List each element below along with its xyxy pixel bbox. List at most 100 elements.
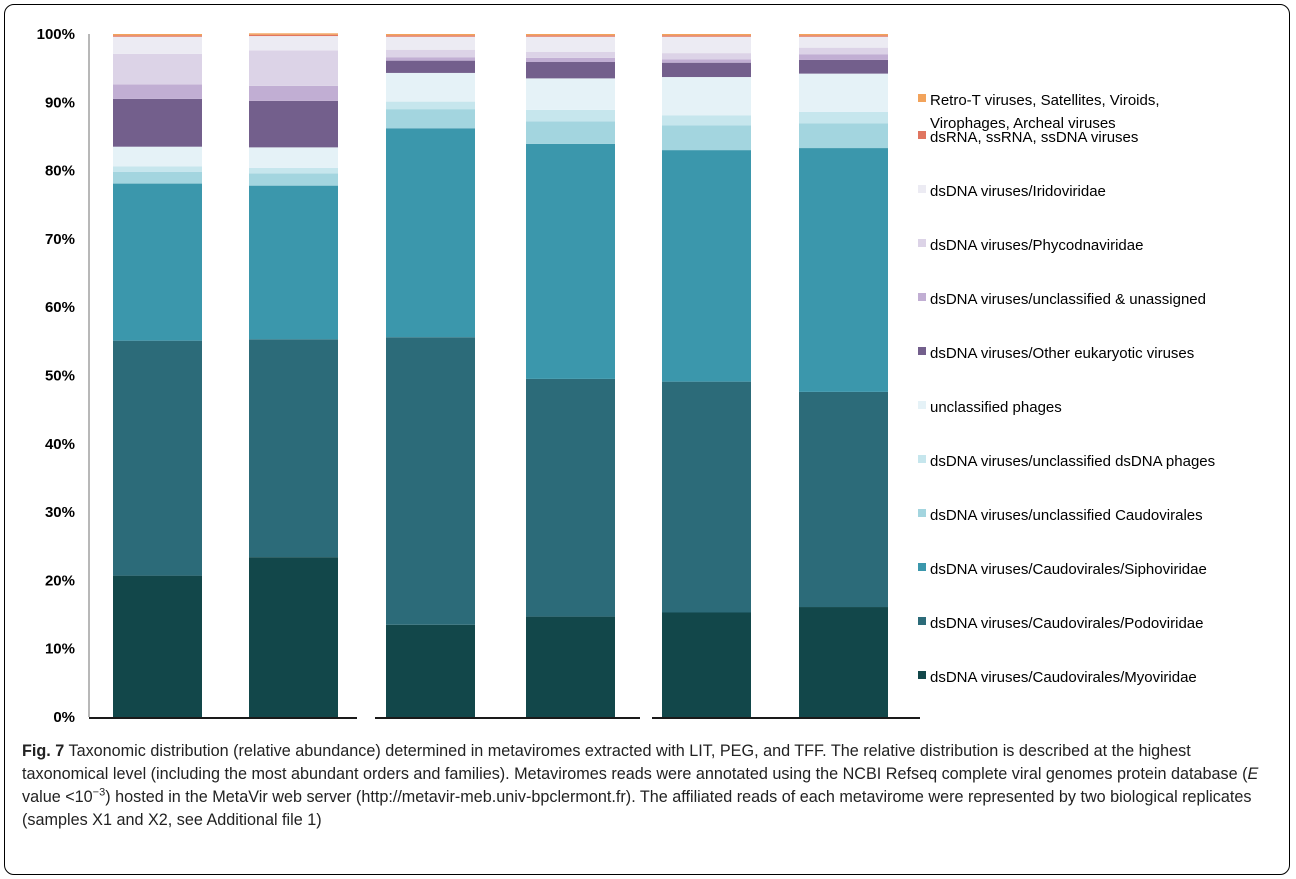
bar-segment xyxy=(386,128,475,338)
bar-segment xyxy=(113,183,202,341)
bar-segment xyxy=(799,34,888,36)
bar-peg-2 xyxy=(526,34,615,717)
bar-segment xyxy=(799,47,888,55)
bar-segment xyxy=(799,391,888,608)
bar-segment xyxy=(799,35,888,37)
y-tick-label: 90% xyxy=(45,94,75,111)
bar-segment xyxy=(386,49,475,58)
y-tick-label: 30% xyxy=(45,504,75,521)
legend-item: dsDNA viruses/unclassified dsDNA phages xyxy=(918,453,1215,470)
legend-label: dsDNA viruses/unclassified dsDNA phages xyxy=(930,453,1215,470)
bar-segment xyxy=(113,35,202,37)
legend-item: dsDNA viruses/Other eukaryotic viruses xyxy=(918,345,1194,362)
legend-item: Retro-T viruses, Satellites, Viroids, Vir… xyxy=(918,92,1160,132)
bar-segment xyxy=(526,378,615,617)
bar-segment xyxy=(386,34,475,36)
legend-swatch xyxy=(918,131,926,139)
y-tick-label: 80% xyxy=(45,163,75,180)
bar-segment xyxy=(249,167,338,174)
legend-label: dsDNA viruses/Iridoviridae xyxy=(930,183,1106,200)
bar-segment xyxy=(386,337,475,625)
bar-segment xyxy=(662,62,751,78)
bar-segment xyxy=(799,36,888,48)
bar-segment xyxy=(249,36,338,51)
legend-label: dsDNA viruses/unclassified & unassigned xyxy=(930,291,1206,308)
bar-segment xyxy=(249,33,338,35)
bar-segment xyxy=(799,123,888,149)
bar-segment xyxy=(526,35,615,37)
legend-swatch xyxy=(918,401,926,409)
bar-lit-2 xyxy=(249,33,338,717)
y-tick-label: 10% xyxy=(45,641,75,658)
legend-swatch xyxy=(918,185,926,193)
bar-segment xyxy=(662,381,751,613)
bar-segment xyxy=(662,34,751,36)
legend-item: dsDNA viruses/Caudovirales/Podoviridae xyxy=(918,615,1203,632)
bar-segment xyxy=(113,575,202,717)
y-tick-label: 20% xyxy=(45,572,75,589)
bar-segment xyxy=(249,50,338,86)
legend-label: dsDNA viruses/Phycodnaviridae xyxy=(930,237,1143,254)
bar-segment xyxy=(386,109,475,129)
caption-label: Fig. 7 xyxy=(22,742,65,760)
legend-item: unclassified phages xyxy=(918,399,1062,416)
legend-label: dsDNA viruses/Other eukaryotic viruses xyxy=(930,345,1194,362)
bar-segment xyxy=(113,84,202,99)
legend-swatch xyxy=(918,509,926,517)
bar-segment xyxy=(386,36,475,50)
figure-caption: Fig. 7 Taxonomic distribution (relative … xyxy=(22,740,1272,832)
y-tick-label: 40% xyxy=(45,436,75,453)
bar-segment xyxy=(799,54,888,60)
bar-segment xyxy=(526,62,615,79)
bar-segment xyxy=(249,147,338,168)
legend-item: dsDNA viruses/unclassified & unassigned xyxy=(918,291,1206,308)
bar-segment xyxy=(799,111,888,124)
bar-segment xyxy=(113,98,202,147)
bar-segment xyxy=(662,36,751,54)
bar-segment xyxy=(526,34,615,36)
legend-swatch xyxy=(918,563,926,571)
bar-segment xyxy=(386,57,475,61)
bar-segment xyxy=(662,53,751,60)
y-tick-label: 70% xyxy=(45,231,75,248)
caption-e-italic: E xyxy=(1247,765,1259,783)
figure-frame xyxy=(4,4,1290,875)
bar-segment xyxy=(526,143,615,379)
bar-segment xyxy=(526,51,615,58)
legend-label: dsDNA viruses/unclassified Caudovirales xyxy=(930,507,1203,524)
legend-label: dsDNA viruses/Caudovirales/Podoviridae xyxy=(930,615,1203,632)
bar-segment xyxy=(662,612,751,717)
legend-item: dsDNA viruses/Caudovirales/Siphoviridae xyxy=(918,561,1207,578)
bar-tff-1 xyxy=(662,34,751,717)
bar-segment xyxy=(386,101,475,110)
legend-swatch xyxy=(918,347,926,355)
bar-segment xyxy=(249,173,338,186)
bar-segment xyxy=(249,339,338,558)
bar-lit-1 xyxy=(113,34,202,717)
bar-segment xyxy=(113,171,202,184)
bar-segment xyxy=(662,35,751,37)
caption-text-2: value <10 xyxy=(22,788,93,806)
bar-segment xyxy=(526,36,615,52)
bars xyxy=(113,33,888,717)
bar-segment xyxy=(799,607,888,717)
bar-segment xyxy=(249,85,338,101)
caption-superscript: −3 xyxy=(92,786,106,799)
legend-item: dsDNA viruses/Iridoviridae xyxy=(918,183,1106,200)
bar-segment xyxy=(662,115,751,126)
legend-label: dsDNA viruses/Caudovirales/Siphoviridae xyxy=(930,561,1207,578)
bar-segment xyxy=(113,146,202,167)
legend-swatch xyxy=(918,293,926,301)
bar-peg-1 xyxy=(386,34,475,717)
bar-segment xyxy=(113,166,202,172)
legend-swatch xyxy=(918,455,926,463)
y-tick-label: 60% xyxy=(45,299,75,316)
bar-segment xyxy=(662,77,751,116)
bar-segment xyxy=(113,36,202,54)
stacked-bar-chart: 0% 10% 20% 30% 40% 50% 60% 70% 80% 90% 100% LITPEG… xyxy=(37,26,1216,726)
bar-segment xyxy=(386,72,475,102)
legend-swatch xyxy=(918,671,926,679)
y-tick-label: 50% xyxy=(45,368,75,385)
bar-segment xyxy=(113,53,202,85)
bar-segment xyxy=(662,125,751,151)
